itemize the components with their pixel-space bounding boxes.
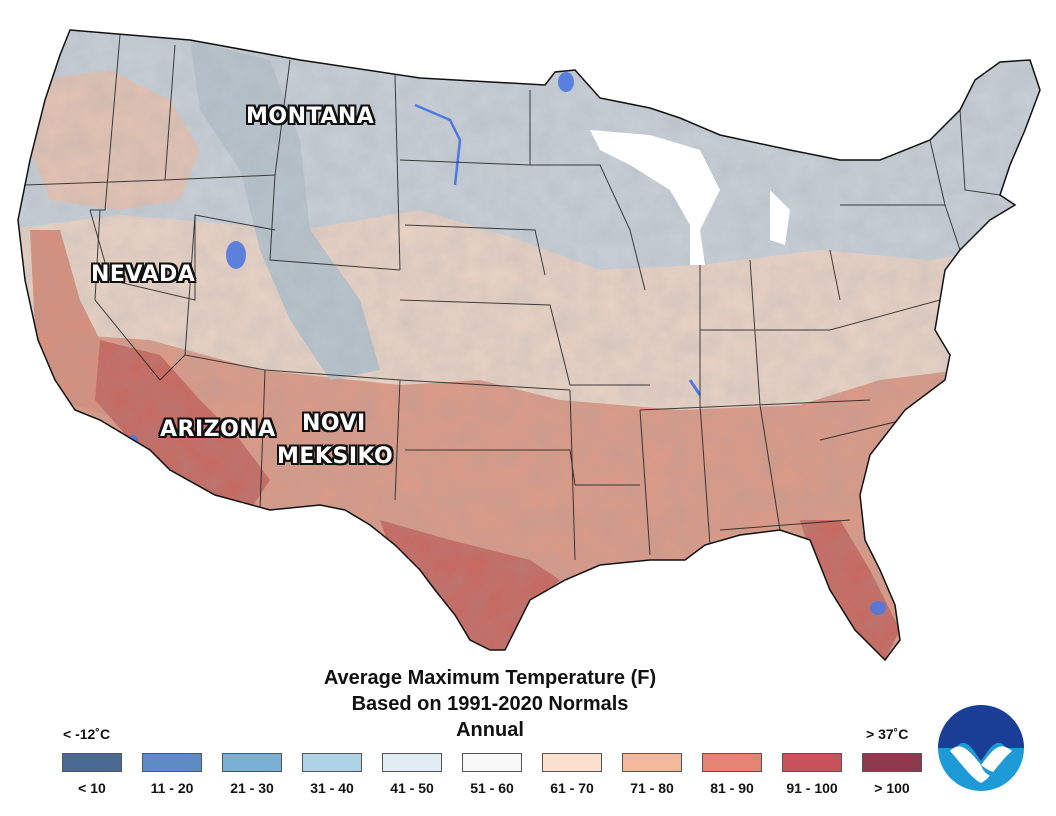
legend-label: 31 - 40 <box>310 780 354 796</box>
legend-swatch <box>62 753 122 772</box>
legend-label: 21 - 30 <box>230 780 274 796</box>
map-subtitle: Based on 1991-2020 Normals <box>351 693 629 715</box>
legend-label: 81 - 90 <box>710 780 754 796</box>
map-title: Average Maximum Temperature (F) <box>323 667 657 689</box>
legend-label: 71 - 80 <box>630 780 674 796</box>
legend-swatch <box>862 753 922 772</box>
legend-swatch <box>542 753 602 772</box>
legend-swatch <box>382 753 442 772</box>
legend-swatch <box>622 753 682 772</box>
legend-label: 61 - 70 <box>550 780 594 796</box>
map-period: Annual <box>456 719 524 741</box>
legend-high-celsius: > 37˚C <box>866 726 909 742</box>
legend-label: 51 - 60 <box>470 780 514 796</box>
legend-label: 11 - 20 <box>150 780 194 796</box>
legend-swatch <box>142 753 202 772</box>
us-outline <box>17 29 1041 662</box>
legend-swatch <box>462 753 522 772</box>
legend-label: < 10 <box>78 780 106 796</box>
legend-low-celsius: < -12˚C <box>63 726 111 742</box>
state-label-new-mexico-line1: NOVI <box>302 411 366 436</box>
legend-swatch <box>302 753 362 772</box>
legend-label: 41 - 50 <box>390 780 434 796</box>
legend-swatch <box>702 753 762 772</box>
legend-label: > 100 <box>874 780 910 796</box>
legend-label: 91 - 100 <box>786 780 838 796</box>
legend-swatch <box>222 753 282 772</box>
legend-swatch <box>782 753 842 772</box>
state-label-nevada: NEVADA <box>91 262 196 287</box>
noaa-logo <box>938 705 1024 791</box>
state-label-montana: MONTANA <box>246 104 375 129</box>
state-label-new-mexico-line2: MEKSIKO <box>277 444 394 469</box>
state-label-arizona: ARIZONA <box>160 417 276 442</box>
